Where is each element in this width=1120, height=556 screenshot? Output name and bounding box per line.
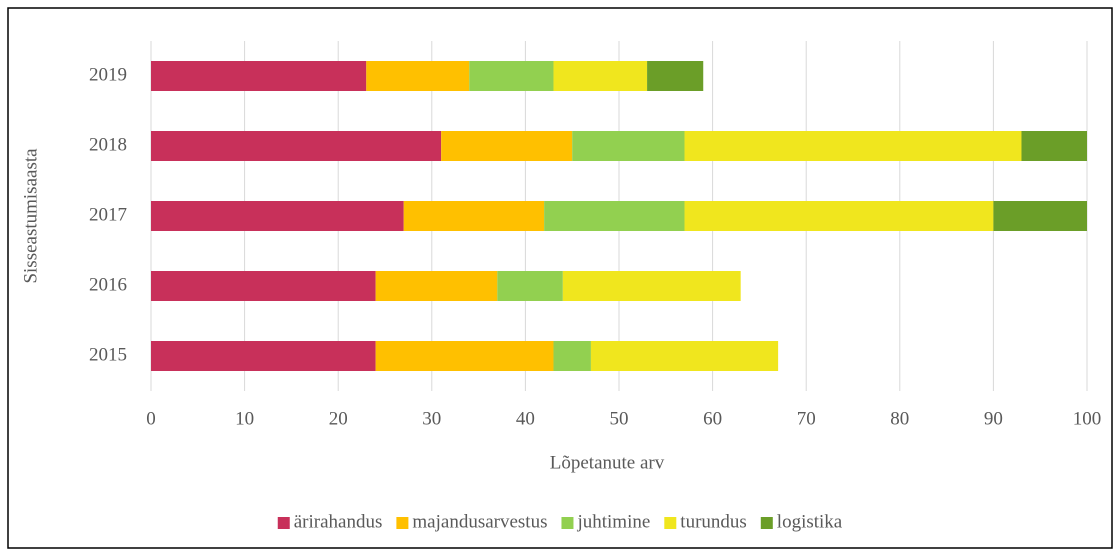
x-tick-label: 0	[146, 408, 156, 429]
legend-swatch	[760, 517, 773, 529]
bar-segment	[647, 61, 704, 91]
x-tick-label: 70	[797, 408, 816, 429]
legend-swatch	[561, 517, 574, 529]
bar-segment	[151, 341, 376, 371]
bar-segment	[553, 341, 591, 371]
bar-segment	[375, 271, 498, 301]
y-axis-label: Sisseastumisaasta	[20, 148, 41, 284]
bar-segment	[403, 201, 545, 231]
legend-swatch	[664, 517, 677, 529]
bar-segment	[441, 131, 573, 161]
bar-segment	[469, 61, 554, 91]
y-tick-label: 2018	[89, 134, 127, 155]
bar-segment	[375, 341, 554, 371]
legend-swatch	[277, 517, 290, 529]
bar-segment	[544, 201, 685, 231]
bar-segment	[684, 201, 994, 231]
bar-segment	[590, 341, 779, 371]
x-axis-label: Lõpetanute arv	[550, 452, 665, 473]
bar-segment	[684, 131, 1022, 161]
legend-label: majandusarvestus	[412, 511, 547, 532]
legend-label: turundus	[680, 511, 747, 532]
bar-segment	[151, 271, 376, 301]
y-tick-label: 2019	[89, 64, 127, 85]
x-tick-label: 10	[235, 408, 254, 429]
bar-segment	[151, 131, 442, 161]
legend-label: juhtimine	[576, 511, 650, 532]
x-tick-label: 80	[890, 408, 909, 429]
x-tick-label: 90	[984, 408, 1003, 429]
x-tick-label: 50	[610, 408, 629, 429]
x-tick-label: 60	[703, 408, 722, 429]
bar-segment	[553, 61, 648, 91]
bar-segment	[572, 131, 685, 161]
bar-segment	[562, 271, 741, 301]
bar-segment	[151, 201, 404, 231]
x-tick-label: 30	[422, 408, 441, 429]
bar-segment	[366, 61, 470, 91]
bar-segment	[993, 201, 1087, 231]
y-tick-label: 2017	[89, 204, 127, 225]
legend-label: logistika	[777, 511, 843, 532]
x-tick-label: 100	[1073, 408, 1102, 429]
legend-label: ärirahandus	[294, 511, 383, 532]
x-tick-label: 40	[516, 408, 535, 429]
x-tick-label: 20	[329, 408, 348, 429]
bar-segment	[497, 271, 563, 301]
bar-segment	[1021, 131, 1087, 161]
bar-segment	[151, 61, 367, 91]
y-tick-label: 2015	[89, 344, 127, 365]
y-tick-label: 2016	[89, 274, 127, 295]
legend-swatch	[396, 517, 409, 529]
